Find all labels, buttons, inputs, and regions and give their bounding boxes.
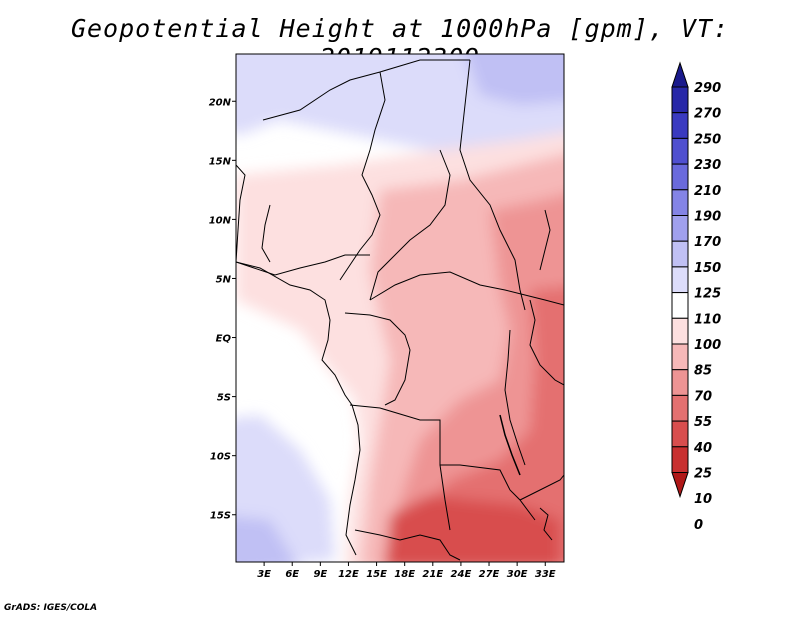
colorbar-label: 290 [694, 81, 721, 96]
colorbar-box [671, 112, 689, 139]
lat-tick-label: 10S [210, 452, 231, 463]
lon-tick-label: 30E [507, 569, 528, 580]
colorbar-box [671, 292, 689, 319]
grads-credit: GrADS: IGES/COLA [4, 603, 98, 613]
colorbar-box [671, 369, 689, 396]
lon-tick-label: 6E [285, 569, 299, 580]
lon-tick-label: 3E [257, 569, 271, 580]
colorbar-label: 25 [694, 467, 712, 482]
lon-tick-label: 18E [394, 569, 415, 580]
colorbar-box [671, 394, 689, 422]
colorbar-label: 210 [694, 184, 721, 199]
colorbar-label: 10 [694, 492, 712, 507]
lon-tick-label: 27E [479, 569, 500, 580]
colorbar-box [671, 189, 689, 217]
colorbar-label: 70 [694, 389, 712, 404]
longitude-axis: 3E 6E 9E 12E 15E 18E 21E 24E 27E 30E 33E [257, 562, 556, 580]
lat-tick-label: 5N [216, 274, 232, 285]
colorbar-box [671, 215, 689, 242]
lon-tick-label: 33E [535, 569, 556, 580]
colorbar-box [671, 317, 689, 345]
colorbar-label: 190 [694, 210, 721, 225]
geopotential-field [236, 54, 564, 562]
lon-tick-label: 24E [451, 569, 472, 580]
lat-tick-label: EQ [216, 334, 232, 345]
colorbar-bottom-triangle [671, 472, 689, 499]
colorbar-label: 150 [694, 261, 721, 276]
latitude-axis: 20N 15N 10N 5N EQ 5S 10S 15S [209, 97, 236, 522]
colorbar-label: 0 [694, 518, 703, 533]
colorbar-box [671, 266, 689, 294]
lon-tick-label: 9E [313, 569, 327, 580]
lat-tick-label: 10N [209, 215, 232, 226]
colorbar-label: 270 [694, 107, 721, 122]
colorbar: 2902702502302101901701501251101008570554… [671, 61, 721, 533]
map-frame [235, 53, 565, 563]
colorbar-box [671, 163, 689, 191]
lon-tick-label: 15E [366, 569, 387, 580]
colorbar-label: 110 [694, 312, 721, 327]
colorbar-box [671, 420, 689, 448]
lat-tick-label: 15S [210, 511, 231, 522]
lat-tick-label: 15N [209, 156, 232, 167]
lon-tick-label: 12E [338, 569, 359, 580]
colorbar-box [671, 343, 689, 371]
colorbar-label: 250 [694, 132, 721, 147]
colorbar-label: 40 [693, 441, 712, 456]
colorbar-label: 55 [694, 415, 712, 430]
colorbar-label: 170 [694, 235, 721, 250]
colorbar-box [671, 137, 689, 165]
colorbar-label: 85 [694, 364, 712, 379]
colorbar-top-triangle [671, 61, 689, 88]
lat-tick-label: 20N [209, 97, 232, 108]
colorbar-label: 100 [694, 338, 721, 353]
lat-tick-label: 5S [217, 393, 231, 404]
colorbar-box [671, 240, 689, 268]
lon-tick-label: 21E [422, 569, 443, 580]
colorbar-box [671, 446, 689, 473]
country-borders [236, 59, 564, 561]
colorbar-box [671, 86, 689, 114]
colorbar-label: 125 [694, 287, 721, 302]
colorbar-label: 230 [694, 158, 721, 173]
